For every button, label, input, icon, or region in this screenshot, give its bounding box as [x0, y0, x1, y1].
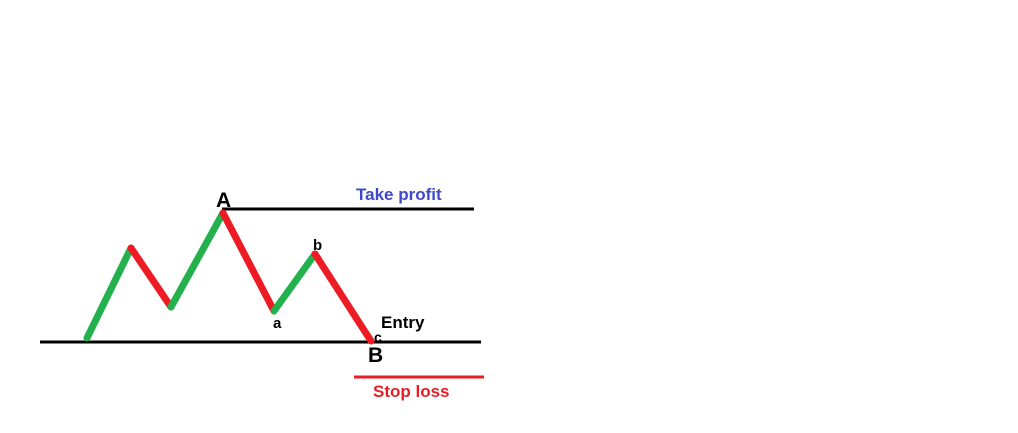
down-leg-b-to-c	[311, 250, 375, 345]
stop-loss-label: Stop loss	[373, 382, 450, 401]
entry-label: Entry	[381, 313, 425, 332]
up-leg-a-to-b	[270, 250, 319, 315]
take-profit-label: Take profit	[356, 185, 442, 204]
point-A-label: A	[216, 189, 231, 212]
down-leg-1	[127, 244, 175, 311]
point-b-label: b	[313, 237, 322, 254]
point-c-label: c	[374, 329, 382, 345]
point-a-label: a	[273, 315, 282, 332]
up-leg-1	[83, 244, 135, 342]
point-B-label: B	[368, 344, 383, 367]
up-leg-2	[167, 209, 227, 311]
down-leg-A-to-a	[219, 209, 278, 315]
